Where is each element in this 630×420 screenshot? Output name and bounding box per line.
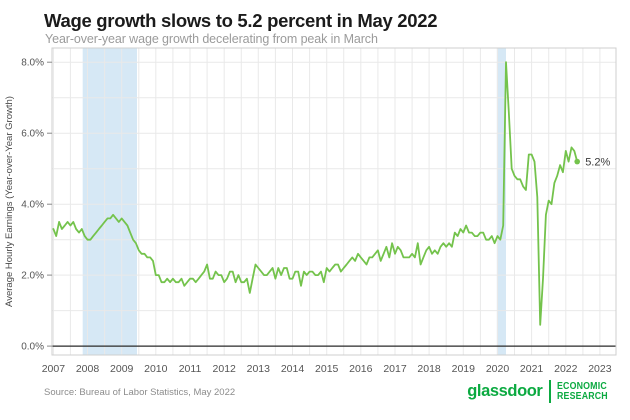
plot-border [51,47,617,356]
y-tick-label: 0.0% [21,342,44,353]
x-tick-label: 2023 [588,363,612,375]
y-tick-label: 8.0% [21,58,44,69]
x-tick-label: 2012 [213,363,237,375]
x-tick-label: 2018 [417,363,441,375]
end-point-dot [574,158,580,165]
wage-growth-line [52,61,579,326]
x-tick-label: 2021 [520,363,544,375]
chart-subtitle: Year-over-year wage growth decelerating … [45,32,378,46]
glassdoor-logo: glassdoor [467,382,543,400]
x-tick-label: 2007 [42,363,66,375]
x-tick-label: 2019 [452,363,476,375]
x-tick-label: 2020 [486,363,510,375]
x-tick-label: 2010 [144,363,168,375]
x-tick-label: 2014 [281,363,305,375]
x-tick-label: 2011 [179,363,202,375]
recession-band [82,48,137,355]
x-tick-label: 2017 [383,363,407,375]
brand-sub-line2: RESEARCH [557,389,609,402]
chart-title: Wage growth slows to 5.2 percent in May … [44,10,438,31]
economic-research-label: ECONOMIC RESEARCH [557,380,609,402]
x-tick-label: 2009 [110,363,134,375]
end-value-annotation: 5.2% [585,157,610,169]
x-tick-label: 2015 [315,363,339,375]
x-tick-label: 2016 [349,363,373,375]
brand-divider [549,380,552,403]
brand-sub-line1: ECONOMIC [557,380,608,392]
y-tick-label: 6.0% [21,129,44,140]
y-tick-label: 4.0% [21,200,44,211]
source-note: Source: Bureau of Labor Statistics, May … [44,387,236,398]
brand-block: glassdoor ECONOMIC RESEARCH [467,380,618,403]
x-tick-label: 2022 [554,363,578,375]
x-tick-label: 2008 [76,363,100,375]
recession-band [496,48,506,355]
y-tick-label: 2.0% [21,271,44,282]
x-tick-label: 2013 [247,363,271,375]
